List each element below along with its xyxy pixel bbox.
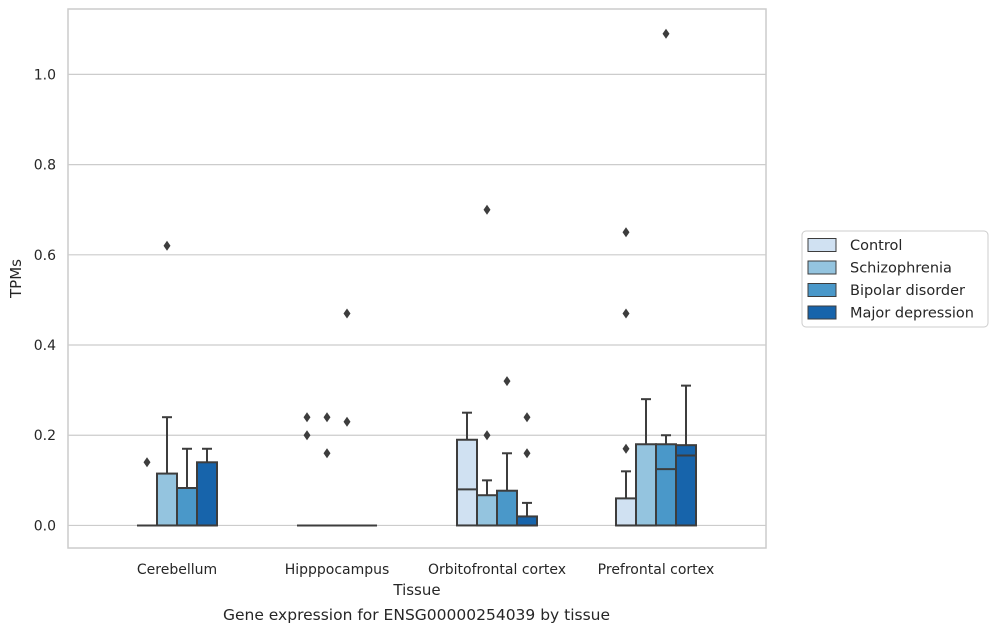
outlier-point	[503, 376, 511, 387]
legend-frame	[801, 230, 989, 328]
plot-frame	[67, 8, 767, 549]
box-schizophrenia-orbitofrontal-cortex	[476, 204, 498, 527]
y-tick-label: 0.6	[34, 248, 56, 264]
x-tick-label: Orbitofrontal cortex	[428, 562, 566, 578]
y-tick-label: 0.0	[34, 518, 56, 534]
box-body	[156, 472, 178, 527]
outlier-point	[622, 227, 630, 238]
box-major-depression-cerebellum	[196, 447, 218, 527]
legend-swatch	[807, 283, 837, 297]
box-schizophrenia-prefrontal-cortex	[635, 398, 657, 527]
outlier-point	[343, 308, 351, 319]
outlier-point	[622, 443, 630, 454]
outlier-point	[483, 430, 491, 441]
outlier-point	[303, 412, 311, 423]
box-body	[635, 443, 657, 527]
box-control-cerebellum	[137, 457, 157, 527]
box-control-hipppocampus	[297, 412, 317, 527]
outlier-point	[343, 416, 351, 427]
outlier-point	[662, 28, 670, 39]
box-control-orbitofrontal-cortex	[456, 411, 478, 527]
outlier-point	[523, 412, 531, 423]
legend-label: Schizophrenia	[850, 261, 952, 277]
box-bipolar-disorder-cerebellum	[176, 447, 198, 527]
box-body	[196, 461, 218, 527]
x-tick-label: Prefrontal cortex	[598, 562, 715, 578]
legend-swatch	[807, 260, 837, 275]
legend-label: Control	[850, 238, 902, 254]
legend-label: Major depression	[850, 306, 974, 322]
y-tick-label: 1.0	[34, 67, 56, 83]
legend: Control Schizophrenia Bipolar disorder Majo…	[801, 230, 989, 328]
box-body	[655, 443, 677, 527]
box-major-depression-orbitofrontal-cortex	[516, 412, 538, 527]
box-control-prefrontal-cortex	[615, 227, 637, 527]
box-body	[675, 444, 697, 527]
box-schizophrenia-cerebellum	[156, 240, 178, 527]
x-tick-label: Cerebellum	[137, 562, 217, 578]
box-bipolar-disorder-prefrontal-cortex	[655, 28, 677, 527]
box-bipolar-disorder-orbitofrontal-cortex	[496, 376, 518, 527]
box-body	[456, 438, 478, 527]
y-tick-label: 0.8	[34, 158, 56, 174]
box-bipolar-disorder-hipppocampus	[337, 308, 357, 527]
y-tick-label: 0.4	[34, 338, 56, 354]
outlier-point	[622, 308, 630, 319]
x-axis-title: Tissue	[392, 581, 440, 599]
legend-swatch	[807, 238, 837, 252]
box-major-depression-prefrontal-cortex	[675, 384, 697, 527]
figure-caption: Gene expression for ENSG00000254039 by t…	[222, 606, 611, 624]
legend-swatch	[807, 305, 837, 320]
box-body	[476, 494, 498, 527]
outlier-point	[523, 448, 531, 459]
outlier-point	[163, 240, 171, 251]
x-tick-label: Hipppocampus	[285, 562, 390, 578]
box-plot-chart: 0.0 0.2 0.4 0.6 0.8 1.0 Cerebellum Hipppocampus…	[7, 8, 989, 599]
box-body	[176, 487, 198, 527]
box-body	[516, 515, 538, 527]
outlier-point	[143, 457, 151, 468]
y-tick-label: 0.2	[34, 428, 56, 444]
box-body	[615, 497, 637, 527]
outlier-point	[323, 448, 331, 459]
legend-label: Bipolar disorder	[850, 283, 965, 299]
box-schizophrenia-hipppocampus	[317, 412, 337, 527]
y-axis-title: TPMs	[7, 259, 25, 299]
outlier-point	[323, 412, 331, 423]
outlier-point	[483, 204, 491, 215]
box-body	[496, 489, 518, 527]
outlier-point	[303, 430, 311, 441]
